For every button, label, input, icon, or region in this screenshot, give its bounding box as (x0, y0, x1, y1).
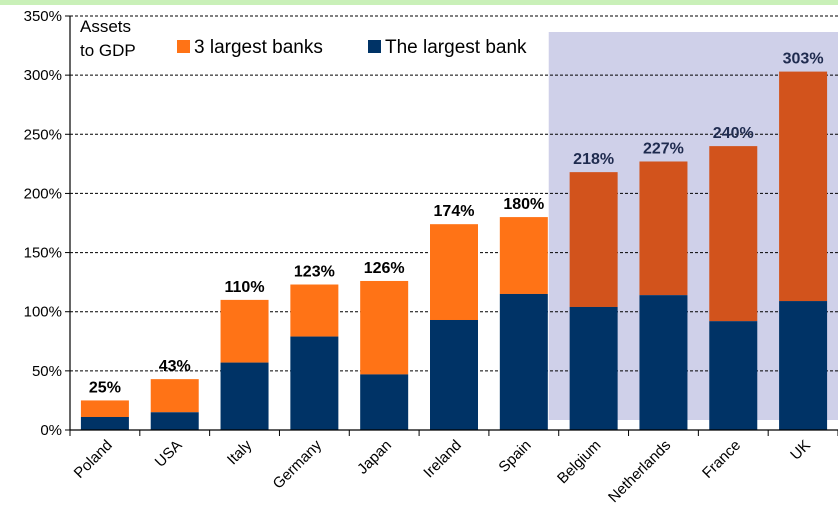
x-category-label: Netherlands (605, 437, 674, 506)
bar-largest-ireland (430, 319, 478, 430)
x-category-label: Germany (270, 436, 326, 492)
bar-largest-italy (220, 362, 269, 430)
data-label-netherlands: 227% (643, 140, 684, 157)
bar-3-largest-ireland (430, 224, 478, 320)
x-category-label: USA (152, 437, 186, 471)
legend-label: 3 largest banks (194, 37, 323, 58)
bar-3-largest-france (709, 146, 758, 322)
y-tick-label: 300% (24, 67, 62, 84)
data-label-ireland: 174% (434, 203, 475, 220)
bar-largest-france (709, 321, 758, 430)
data-label-poland: 25% (89, 379, 121, 396)
bar-3-largest-uk (779, 71, 828, 302)
bar-largest-germany (290, 336, 339, 430)
bar-3-largest-usa (150, 379, 199, 413)
bar-3-largest-netherlands (639, 161, 688, 296)
bar-3-largest-germany (290, 284, 339, 337)
data-label-belgium: 218% (573, 151, 614, 168)
data-label-germany: 123% (294, 264, 335, 281)
bar-3-largest-japan (360, 280, 409, 375)
y-tick-label: 150% (24, 245, 62, 262)
data-label-japan: 126% (364, 260, 405, 277)
bar-3-largest-italy (220, 299, 269, 363)
x-category-label: Ireland (420, 437, 464, 481)
bar-largest-spain (499, 293, 548, 430)
y-tick-label: 250% (24, 126, 62, 143)
data-label-italy: 110% (225, 279, 265, 296)
y-axis-title: Assets (80, 17, 131, 36)
data-label-usa: 43% (159, 358, 191, 375)
y-tick-label: 0% (40, 422, 62, 439)
bar-3-largest-belgium (569, 172, 618, 307)
x-category-label: Poland (71, 437, 116, 482)
bar-largest-usa (150, 412, 199, 430)
x-category-label: Belgium (554, 437, 604, 487)
x-category-label: UK (787, 437, 814, 464)
legend-swatch (177, 40, 190, 53)
y-tick-label: 350% (24, 8, 62, 25)
data-label-france: 240% (713, 125, 754, 142)
bar-largest-belgium (569, 306, 618, 430)
data-label-spain: 180% (503, 196, 544, 213)
x-category-label: Italy (224, 436, 256, 468)
y-axis-title: to GDP (80, 41, 136, 60)
top-accent-line (0, 0, 838, 5)
data-label-uk: 303% (783, 51, 824, 68)
y-tick-label: 50% (32, 363, 62, 380)
legend-swatch (368, 40, 381, 53)
bar-3-largest-poland (80, 400, 129, 417)
x-category-label: Japan (354, 437, 395, 478)
bar-largest-uk (779, 301, 828, 430)
legend-label: The largest bank (385, 37, 527, 58)
y-tick-label: 100% (24, 304, 62, 321)
bar-3-largest-spain (499, 217, 548, 294)
bar-largest-netherlands (639, 295, 688, 430)
x-category-label: France (699, 437, 744, 482)
y-tick-label: 200% (24, 185, 62, 202)
bar-largest-poland (80, 416, 129, 430)
x-category-label: Spain (495, 437, 534, 476)
bar-largest-japan (360, 374, 409, 430)
